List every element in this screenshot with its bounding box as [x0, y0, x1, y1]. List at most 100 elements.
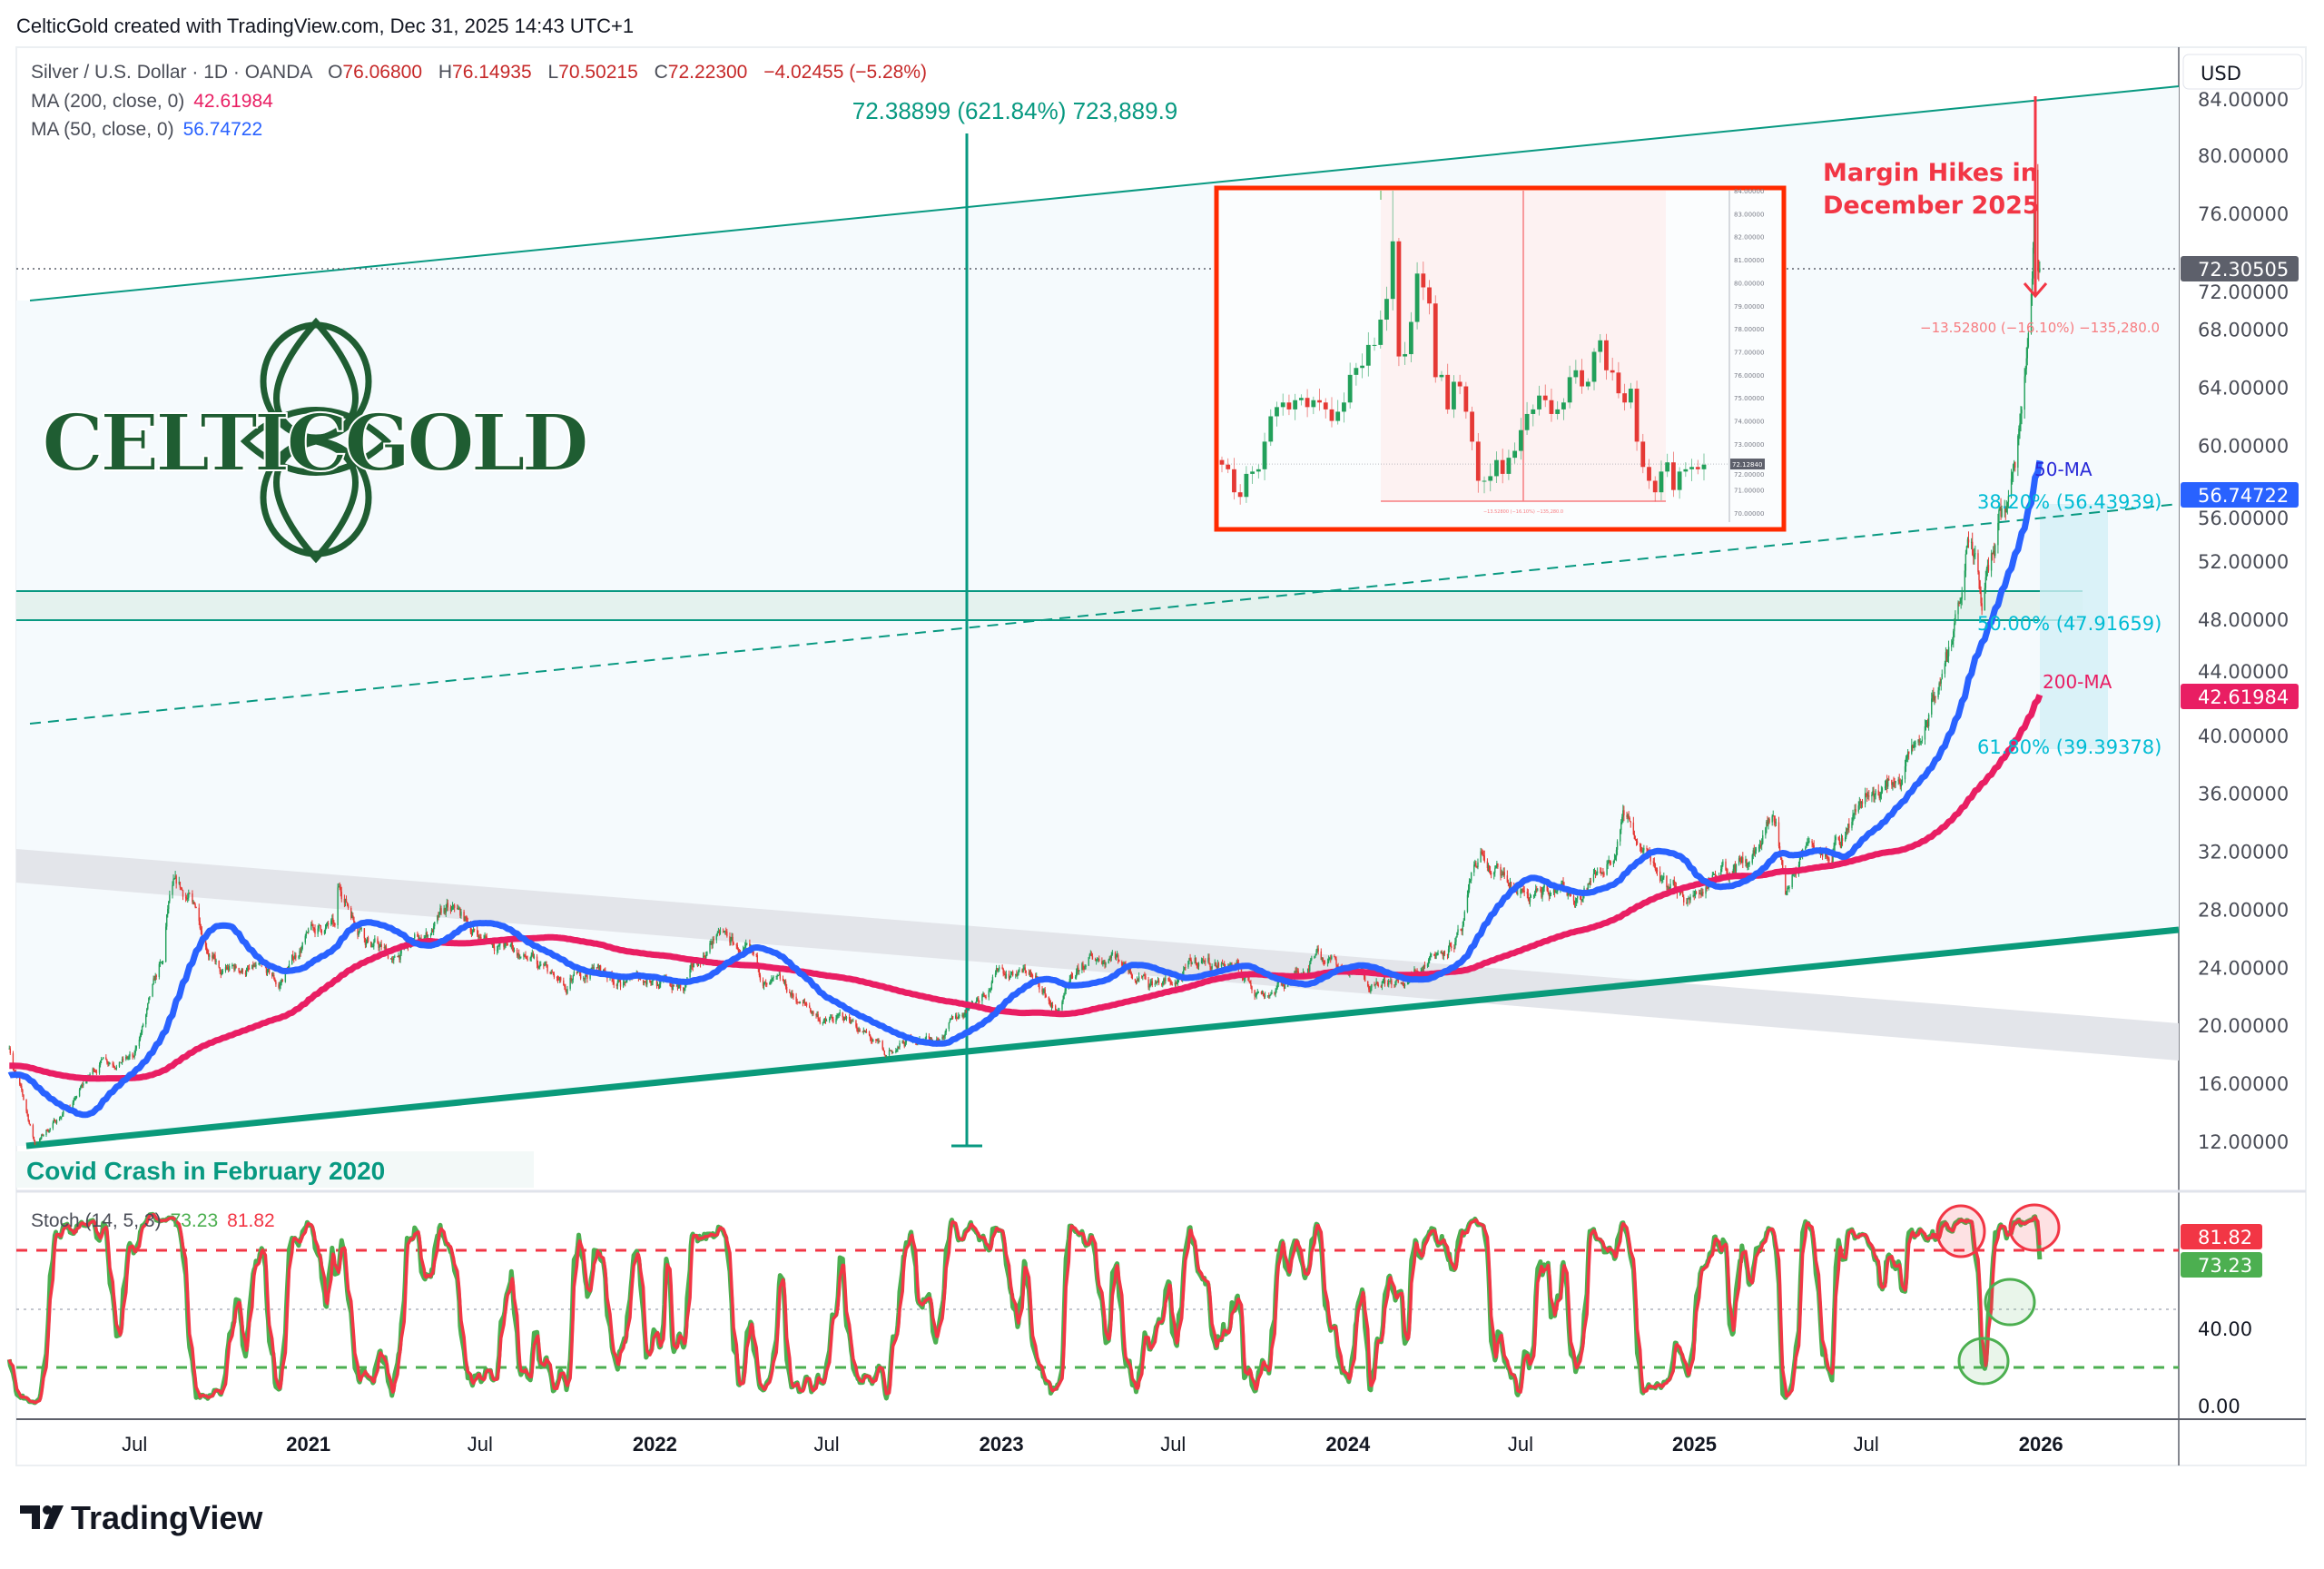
candle — [673, 984, 675, 987]
candle — [1064, 988, 1066, 996]
candle — [290, 954, 293, 965]
candle — [818, 1017, 820, 1022]
stoch-pane[interactable]: Stoch (14, 5, 3) 73.23 81.82 — [6, 1203, 2179, 1406]
candle — [996, 967, 999, 972]
candle — [945, 1028, 947, 1035]
candle — [1791, 873, 1793, 890]
candle — [1573, 900, 1576, 908]
candle — [842, 1016, 845, 1023]
candle — [1601, 872, 1603, 874]
candle — [340, 883, 341, 897]
inset-candle — [1500, 449, 1505, 484]
inset-candle — [1542, 384, 1548, 408]
candle — [1426, 962, 1429, 969]
candle — [390, 956, 393, 963]
inset-tick: 77.00000 — [1734, 350, 1764, 357]
candle — [398, 952, 399, 958]
candle — [1449, 942, 1452, 947]
candle — [393, 955, 395, 964]
candle — [213, 953, 215, 960]
candle — [533, 953, 536, 960]
candle — [1077, 965, 1078, 976]
candle — [299, 948, 300, 960]
down-arrow-icon[interactable] — [2023, 96, 2048, 299]
candle — [184, 893, 187, 903]
overbought-circle-1 — [1935, 1204, 1986, 1258]
margin-hikes-label-1: Margin Hikes in — [1823, 159, 2038, 187]
candle — [1204, 960, 1206, 964]
candle — [558, 976, 561, 983]
price-pane[interactable]: CELTICGOLD −13.52800 (−16.10%) −135,280.… — [6, 85, 2180, 1188]
candle — [1838, 835, 1841, 845]
candle — [343, 894, 346, 908]
candle — [623, 979, 625, 986]
candle — [74, 1095, 77, 1100]
candle — [1334, 956, 1336, 961]
candle — [803, 999, 805, 1004]
candle — [1621, 814, 1623, 824]
candle — [1004, 971, 1006, 980]
candle — [417, 931, 419, 937]
ma50-line[interactable] — [6, 459, 2043, 1119]
candle — [493, 942, 496, 955]
candle — [426, 931, 428, 940]
candle — [1759, 840, 1762, 849]
candle — [2019, 413, 2021, 439]
candle — [1537, 888, 1539, 892]
candle — [350, 905, 352, 921]
candle — [1877, 784, 1879, 796]
candle — [816, 1011, 818, 1018]
candle — [459, 907, 461, 918]
candle — [1762, 830, 1764, 845]
candle — [1315, 949, 1317, 956]
inset-candle — [1701, 453, 1707, 481]
candle — [706, 951, 708, 957]
candle — [1760, 838, 1763, 851]
candle — [1527, 889, 1530, 902]
candle — [731, 933, 733, 942]
candle — [1959, 597, 1961, 605]
ma200-line[interactable] — [6, 694, 2043, 1082]
dashed-trendline[interactable] — [29, 503, 2180, 725]
candle — [1437, 950, 1439, 956]
candle — [1023, 964, 1025, 971]
upper-trendline[interactable] — [29, 85, 2180, 301]
currency-button[interactable] — [2182, 54, 2303, 90]
candle — [1121, 960, 1123, 968]
candle — [1443, 951, 1445, 961]
tradingview-logo[interactable]: TradingView — [20, 1499, 263, 1536]
candle — [1078, 970, 1080, 975]
candle — [642, 980, 645, 986]
price-axis[interactable]: USD 84.00000 80.00000 76.00000 72.00000 68.0… — [2181, 54, 2303, 1417]
candle — [1987, 557, 1990, 573]
inset-candle — [1470, 406, 1474, 451]
candle — [1554, 889, 1557, 893]
time-axis[interactable]: Jul 2021 Jul 2022 Jul 2023 Jul 2024 Jul 2025 Jul 20… — [122, 1433, 2063, 1456]
ma50-legend[interactable]: MA (50, close, 0) 56.74722 — [31, 119, 262, 140]
inset-candle — [1427, 280, 1432, 315]
symbol-label[interactable]: Silver / U.S. Dollar · 1D · OANDA — [31, 62, 312, 83]
candle — [532, 951, 535, 959]
price-tick: 76.00000 — [2198, 203, 2289, 225]
candle — [1632, 816, 1635, 835]
inset-candle — [1683, 462, 1689, 478]
candle — [1528, 897, 1531, 904]
candle — [1858, 796, 1861, 810]
candle — [819, 1016, 821, 1025]
time-tick: Jul — [122, 1433, 147, 1456]
candle — [1201, 958, 1204, 964]
candle — [1335, 956, 1337, 969]
inset-tick: 72.00000 — [1734, 471, 1764, 479]
stoch-legend[interactable]: Stoch (14, 5, 3) 73.23 81.82 — [31, 1210, 275, 1231]
ma200-legend[interactable]: MA (200, close, 0) 42.61984 — [31, 91, 273, 112]
candle — [805, 1002, 808, 1008]
candle — [1509, 877, 1512, 890]
stoch-d-line[interactable] — [7, 1212, 2042, 1405]
inset-candle — [1365, 331, 1371, 377]
candle — [951, 1015, 954, 1020]
candle — [1222, 962, 1225, 966]
lower-trendline[interactable] — [25, 926, 2180, 1150]
candle — [530, 952, 532, 962]
candle — [194, 903, 196, 909]
